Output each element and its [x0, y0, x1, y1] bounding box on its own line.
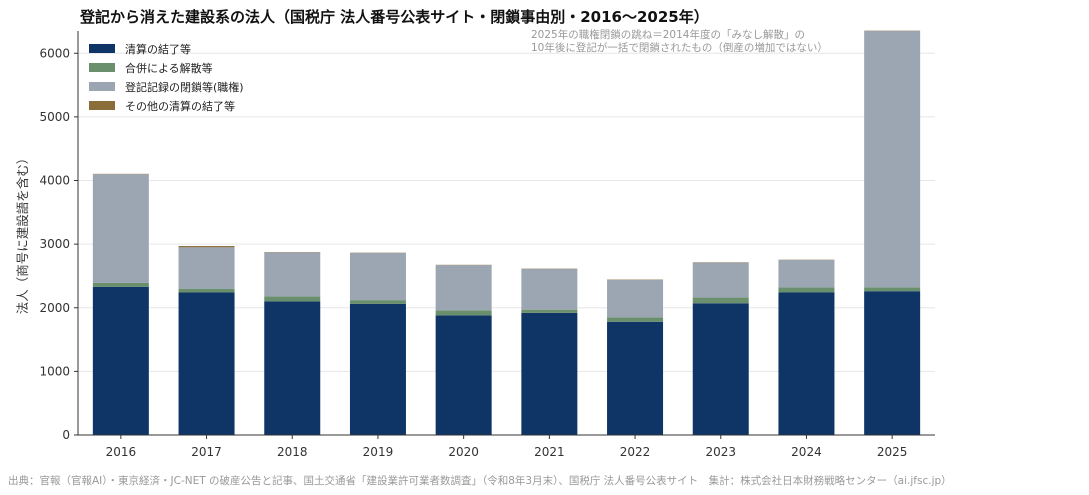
bars-layer — [92, 30, 921, 435]
chart-title: 登記から消えた建設系の法人（国税庁 法人番号公表サイト・閉鎖事由別・2016〜2… — [79, 8, 709, 26]
y-tick-label: 2000 — [39, 301, 70, 315]
legend-swatch — [89, 82, 115, 91]
bar-segment-1 — [778, 292, 835, 435]
bar-segment-1 — [435, 315, 492, 435]
x-tick-label: 2024 — [791, 445, 822, 459]
x-tick-label: 2019 — [363, 445, 394, 459]
bar-segment-3 — [521, 268, 578, 310]
legend-swatch — [89, 44, 115, 53]
bar-segment-3 — [692, 262, 749, 298]
y-tick-label: 5000 — [39, 110, 70, 124]
bar-segment-3 — [178, 247, 235, 289]
annotation-line: 10年後に登記が一括で閉鎖されたもの（倒産の増加ではない） — [531, 41, 828, 54]
x-tick-label: 2020 — [448, 445, 479, 459]
bar-segment-1 — [864, 291, 921, 435]
annotation-line: 2025年の職権閉鎖の跳ね＝2014年度の「みなし解散」の — [531, 28, 805, 41]
legend-label: 合併による解散等 — [125, 61, 213, 75]
x-tick-label: 2025 — [877, 445, 908, 459]
x-tick-label: 2021 — [534, 445, 565, 459]
x-tick-label: 2016 — [106, 445, 137, 459]
x-tick-label: 2023 — [705, 445, 736, 459]
bar-segment-2 — [692, 297, 749, 304]
y-axis-label: 法人（商号に建設語を含む） — [15, 152, 30, 315]
legend-label: その他の清算の結了等 — [125, 99, 235, 113]
y-tick-label: 3000 — [39, 237, 70, 251]
y-tick-label: 4000 — [39, 174, 70, 188]
bar-segment-3 — [864, 31, 921, 288]
y-tick-label: 0 — [62, 428, 70, 442]
source-note: 出典：官報（官報AI）・東京経済・JC-NET の破産公告と記事、国土交通省「建… — [8, 474, 952, 487]
bar-segment-2 — [435, 310, 492, 316]
legend-swatch — [89, 63, 115, 72]
bar-segment-2 — [92, 282, 149, 287]
bar-segment-3 — [349, 253, 406, 301]
bar-segment-1 — [92, 286, 149, 435]
legend-swatch — [89, 101, 115, 110]
legend-label: 登記記録の閉鎖等(職権) — [125, 80, 244, 94]
annotation-note: 2025年の職権閉鎖の跳ね＝2014年度の「みなし解散」の10年後に登記が一括で… — [531, 28, 828, 54]
y-axis-ticks: 0 1000 2000 3000 4000 5000 6000 — [39, 46, 78, 442]
bar-segment-1 — [178, 292, 235, 435]
legend-label: 清算の結了等 — [125, 42, 191, 56]
bar-segment-2 — [778, 287, 835, 293]
x-tick-label: 2018 — [277, 445, 308, 459]
bar-segment-2 — [264, 296, 321, 302]
x-tick-label: 2017 — [191, 445, 222, 459]
bar-segment-1 — [264, 301, 321, 435]
bar-segment-2 — [178, 288, 235, 293]
x-tick-label: 2022 — [620, 445, 651, 459]
bar-segment-2 — [864, 287, 921, 292]
bar-segment-3 — [92, 174, 149, 283]
bar-segment-1 — [349, 303, 406, 435]
bar-segment-1 — [607, 321, 664, 435]
bar-segment-3 — [435, 265, 492, 311]
bar-segment-3 — [264, 252, 321, 297]
bar-segment-2 — [521, 309, 578, 313]
y-tick-label: 6000 — [39, 46, 70, 60]
bar-segment-3 — [778, 260, 835, 288]
bar-segment-2 — [349, 300, 406, 304]
bar-segment-4 — [178, 246, 235, 248]
x-axis-ticks: 2016 2017 2018 2019 2020 2021 2022 2023 2024 2025 — [106, 435, 908, 459]
y-tick-label: 1000 — [39, 364, 70, 378]
bar-segment-1 — [692, 303, 749, 435]
bar-segment-3 — [607, 279, 664, 318]
bar-segment-2 — [607, 317, 664, 322]
bar-segment-1 — [521, 312, 578, 435]
axes — [77, 31, 935, 436]
